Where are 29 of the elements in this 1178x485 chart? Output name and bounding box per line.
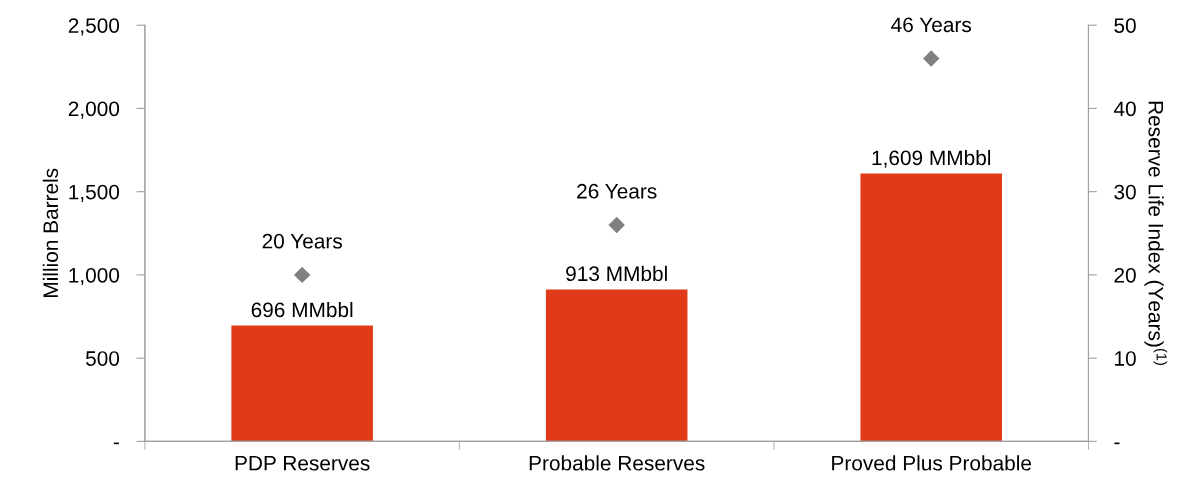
x-tick-label: PDP Reserves [235,456,370,471]
y2-axis-title: Reserve Life Index (Years)$^{(1)}$ [1144,101,1168,365]
y2-tick-label: 10 [1115,351,1136,366]
data-label: 26 Years [577,183,657,199]
y-tick-label: 1,500 [69,184,120,202]
y-axis-title: Million Barrels [42,168,59,297]
x-tick-label: Proved Plus Probable [832,455,1032,471]
y-tick-label: 1,000 [69,267,120,286]
y-tick-label: 500 [85,351,120,366]
data-label: 46 Years [891,17,972,33]
point [293,266,311,284]
y2-tick-label: - [1114,442,1120,445]
data-label: 696 MMbbl [251,301,353,318]
point [608,216,625,234]
y2-tick-label: 50 [1114,18,1136,33]
y2-tick-label: 30 [1114,184,1136,200]
y-tick-label: 2,500 [68,18,120,36]
data-label: 913 MMbbl [566,265,667,282]
point [922,50,940,67]
y2-tick-label: 40 [1113,101,1136,117]
data-label: 20 Years [262,233,342,249]
bar [545,289,688,442]
data-label: 1,609 MMbbl [872,149,991,168]
x-tick-label: Probable Reserves [529,455,705,471]
y-tick-label: 2,000 [68,101,120,119]
y-tick-label: - [113,442,119,445]
bar [860,173,1002,442]
y2-tick-label: 20 [1114,267,1136,283]
bar [231,325,373,442]
